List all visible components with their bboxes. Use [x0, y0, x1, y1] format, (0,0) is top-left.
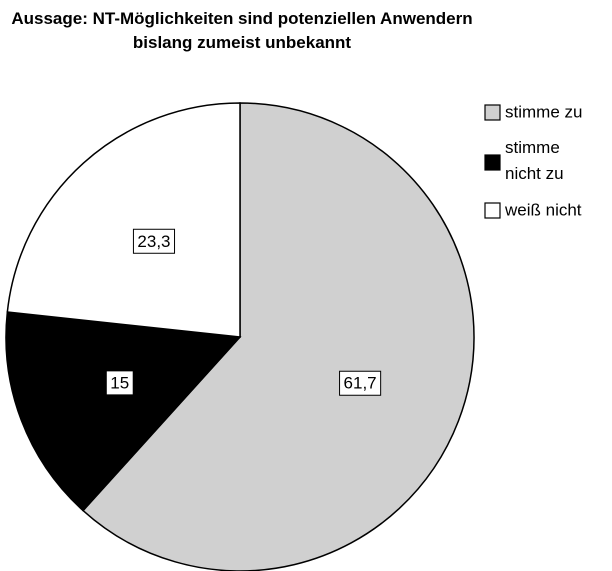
- data-label: 23,3: [132, 228, 176, 254]
- data-label: 61,7: [339, 370, 382, 396]
- legend-swatch: [484, 202, 501, 219]
- title: Aussage: NT-Möglichkeiten sind potenziel…: [11, 9, 472, 52]
- legend-label: weiß nicht: [504, 200, 582, 219]
- data-label-box: [105, 370, 134, 396]
- data-label-box: [132, 228, 176, 254]
- data-label-box: [339, 370, 382, 396]
- data-label: 15: [105, 370, 134, 396]
- legend-swatch: [484, 154, 501, 171]
- data-label-text: 15: [110, 373, 129, 392]
- pie-slice: [81, 102, 475, 571]
- chart-title: Aussage: NT-Möglichkeiten sind potenziel…: [11, 9, 472, 52]
- pie-slice: [6, 102, 241, 338]
- legend-label: stimme nicht zu: [505, 138, 564, 183]
- legend-swatch: [484, 104, 501, 121]
- legend-label: stimme zu: [505, 102, 582, 121]
- pie-slice: [5, 311, 242, 512]
- data-label-text: 23,3: [137, 232, 170, 251]
- data-label-text: 61,7: [344, 374, 377, 393]
